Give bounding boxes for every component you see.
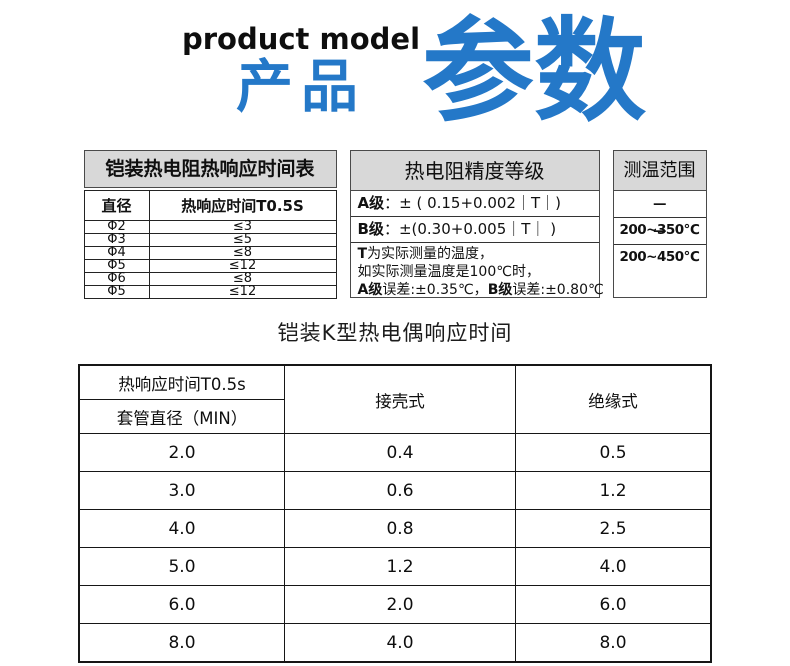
rtd-header-row: 直径 热响应时间T0.5S: [83, 190, 337, 221]
precision-row-b-label: B级: [357, 220, 384, 238]
diameter-cell: Φ4: [83, 246, 150, 260]
precision-row-a-label: A级: [357, 194, 385, 212]
grounded-cell: 0.4: [284, 433, 516, 472]
note-bold: A级: [357, 282, 383, 298]
insulated-cell: 6.0: [515, 585, 712, 624]
hero-eyebrow: product model: [181, 22, 421, 56]
hero-header: product model 产品 参数: [38, 0, 790, 150]
k-table-header-row-top: 热响应时间T0.5s 接壳式 绝缘式: [78, 364, 712, 434]
precision-notes: T为实际测量的温度， 如实际测量温度是100℃时， A级误差:±0.35℃，B级…: [351, 243, 604, 299]
rtd-response-box: 铠装热电阻热响应时间表 直径 热响应时间T0.5S Φ2 ≤3 Φ3 ≤5 Φ4…: [83, 150, 337, 299]
rtd-col-response-time: 热响应时间T0.5S: [148, 190, 337, 221]
insulated-cell: 4.0: [515, 547, 712, 586]
table-row: 2.0 0.4 0.5: [78, 433, 712, 472]
precision-note-line: A级误差:±0.35℃，B级误差:±0.80℃: [357, 281, 604, 299]
note-bold: B级: [487, 282, 513, 298]
table-row: 3.0 0.6 1.2: [78, 471, 712, 510]
diameter-cell: 5.0: [78, 547, 285, 586]
range-box: 测温范围 —200~350℃ —200~450℃: [612, 150, 707, 298]
k-table-title: 铠装K型热电偶响应时间: [277, 321, 513, 345]
precision-box: 热电阻精度等级 A级：± ( 0.15+0.002｜T｜) B级：±(0.30+…: [349, 150, 604, 299]
diameter-cell: 8.0: [78, 623, 285, 663]
precision-row-a-value: ：± ( 0.15+0.002｜T｜): [384, 194, 561, 212]
diameter-cell: 4.0: [78, 509, 285, 548]
grounded-cell: 0.6: [284, 471, 516, 510]
insulated-cell: 0.5: [515, 433, 712, 472]
range-empty-area: [614, 245, 706, 297]
rtd-response-box-title: 铠装热电阻热响应时间表: [83, 150, 337, 188]
diameter-cell: 3.0: [78, 471, 285, 510]
note-bold: T: [357, 246, 368, 262]
grounded-cell: 1.2: [284, 547, 516, 586]
k-header-sheath-diameter: 套管直径（MIN）: [78, 399, 285, 434]
k-header-grounded: 接壳式: [284, 364, 516, 434]
note-text: 为实际测量的温度，: [367, 246, 494, 262]
insulated-cell: 1.2: [515, 471, 712, 510]
insulated-cell: 8.0: [515, 623, 712, 663]
note-text: 误差:±0.35℃，: [382, 282, 488, 298]
grounded-cell: 0.8: [284, 509, 516, 548]
range-row: —200~450℃: [613, 218, 706, 265]
hero-title-large: 参数: [422, 7, 647, 137]
diameter-cell: 2.0: [78, 433, 285, 472]
table-row: 6.0 2.0 6.0: [78, 585, 712, 624]
range-row: —200~350℃: [613, 191, 706, 238]
k-header-insulated: 绝缘式: [515, 364, 712, 434]
range-box-title: 测温范围: [613, 151, 706, 191]
precision-row-a: A级：± ( 0.15+0.002｜T｜): [350, 191, 599, 217]
table-row: 4.0 0.8 2.5: [78, 509, 712, 548]
grounded-cell: 4.0: [284, 623, 516, 663]
grounded-cell: 2.0: [284, 585, 516, 624]
table-row: Φ6 ≤8: [83, 272, 337, 286]
diameter-cell: Φ5: [83, 285, 150, 299]
note-text: 误差:±0.80℃: [512, 282, 604, 298]
table-row: 5.0 1.2 4.0: [78, 547, 712, 586]
insulated-cell: 2.5: [515, 509, 712, 548]
precision-note-line: T为实际测量的温度，: [358, 245, 592, 263]
precision-row-b-value: ：±(0.30+0.005｜T｜ ): [383, 220, 557, 238]
table-row: 8.0 4.0 8.0: [78, 623, 712, 663]
precision-note-line: 如实际测量温度是100℃时，: [358, 263, 592, 281]
rtd-response-table: 直径 热响应时间T0.5S Φ2 ≤3 Φ3 ≤5 Φ4 ≤8 Φ5 ≤12: [83, 190, 337, 299]
table-row: Φ5 ≤12: [83, 285, 337, 299]
spec-boxes-row: 铠装热电阻热响应时间表 直径 热响应时间T0.5S Φ2 ≤3 Φ3 ≤5 Φ4…: [0, 150, 790, 299]
hero-left-column: product model 产品: [181, 22, 421, 120]
diameter-cell: 6.0: [78, 585, 285, 624]
precision-row-b: B级：±(0.30+0.005｜T｜ ): [350, 217, 599, 243]
rtd-col-diameter: 直径: [83, 190, 150, 221]
precision-box-title: 热电阻精度等级: [350, 151, 599, 191]
time-cell: ≤12: [148, 285, 337, 299]
k-response-table: 热响应时间T0.5s 接壳式 绝缘式 套管直径（MIN） 2.0 0.4 0.5…: [78, 364, 712, 663]
hero-title-small: 产品: [235, 53, 366, 120]
note-text: 如实际测量温度是100℃时，: [357, 264, 540, 280]
k-header-response-time: 热响应时间T0.5s: [78, 364, 285, 400]
